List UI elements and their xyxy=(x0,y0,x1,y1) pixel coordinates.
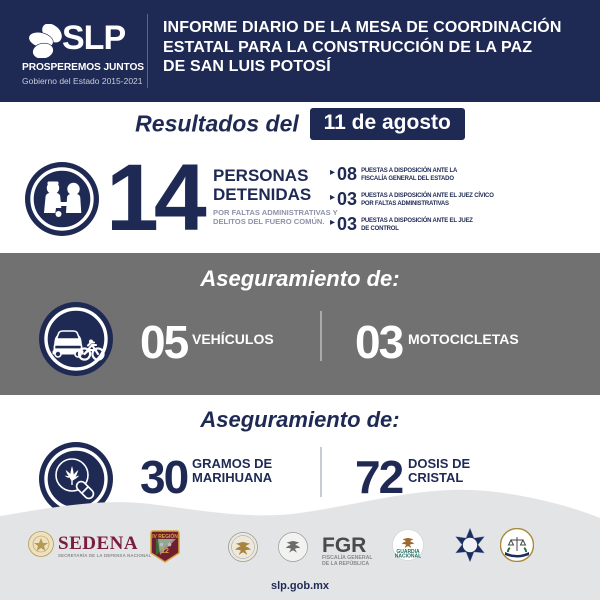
svg-text:NACIONAL: NACIONAL xyxy=(395,554,421,560)
svg-text:IV REGIÓN: IV REGIÓN xyxy=(152,532,178,540)
svg-text:12: 12 xyxy=(161,548,169,555)
